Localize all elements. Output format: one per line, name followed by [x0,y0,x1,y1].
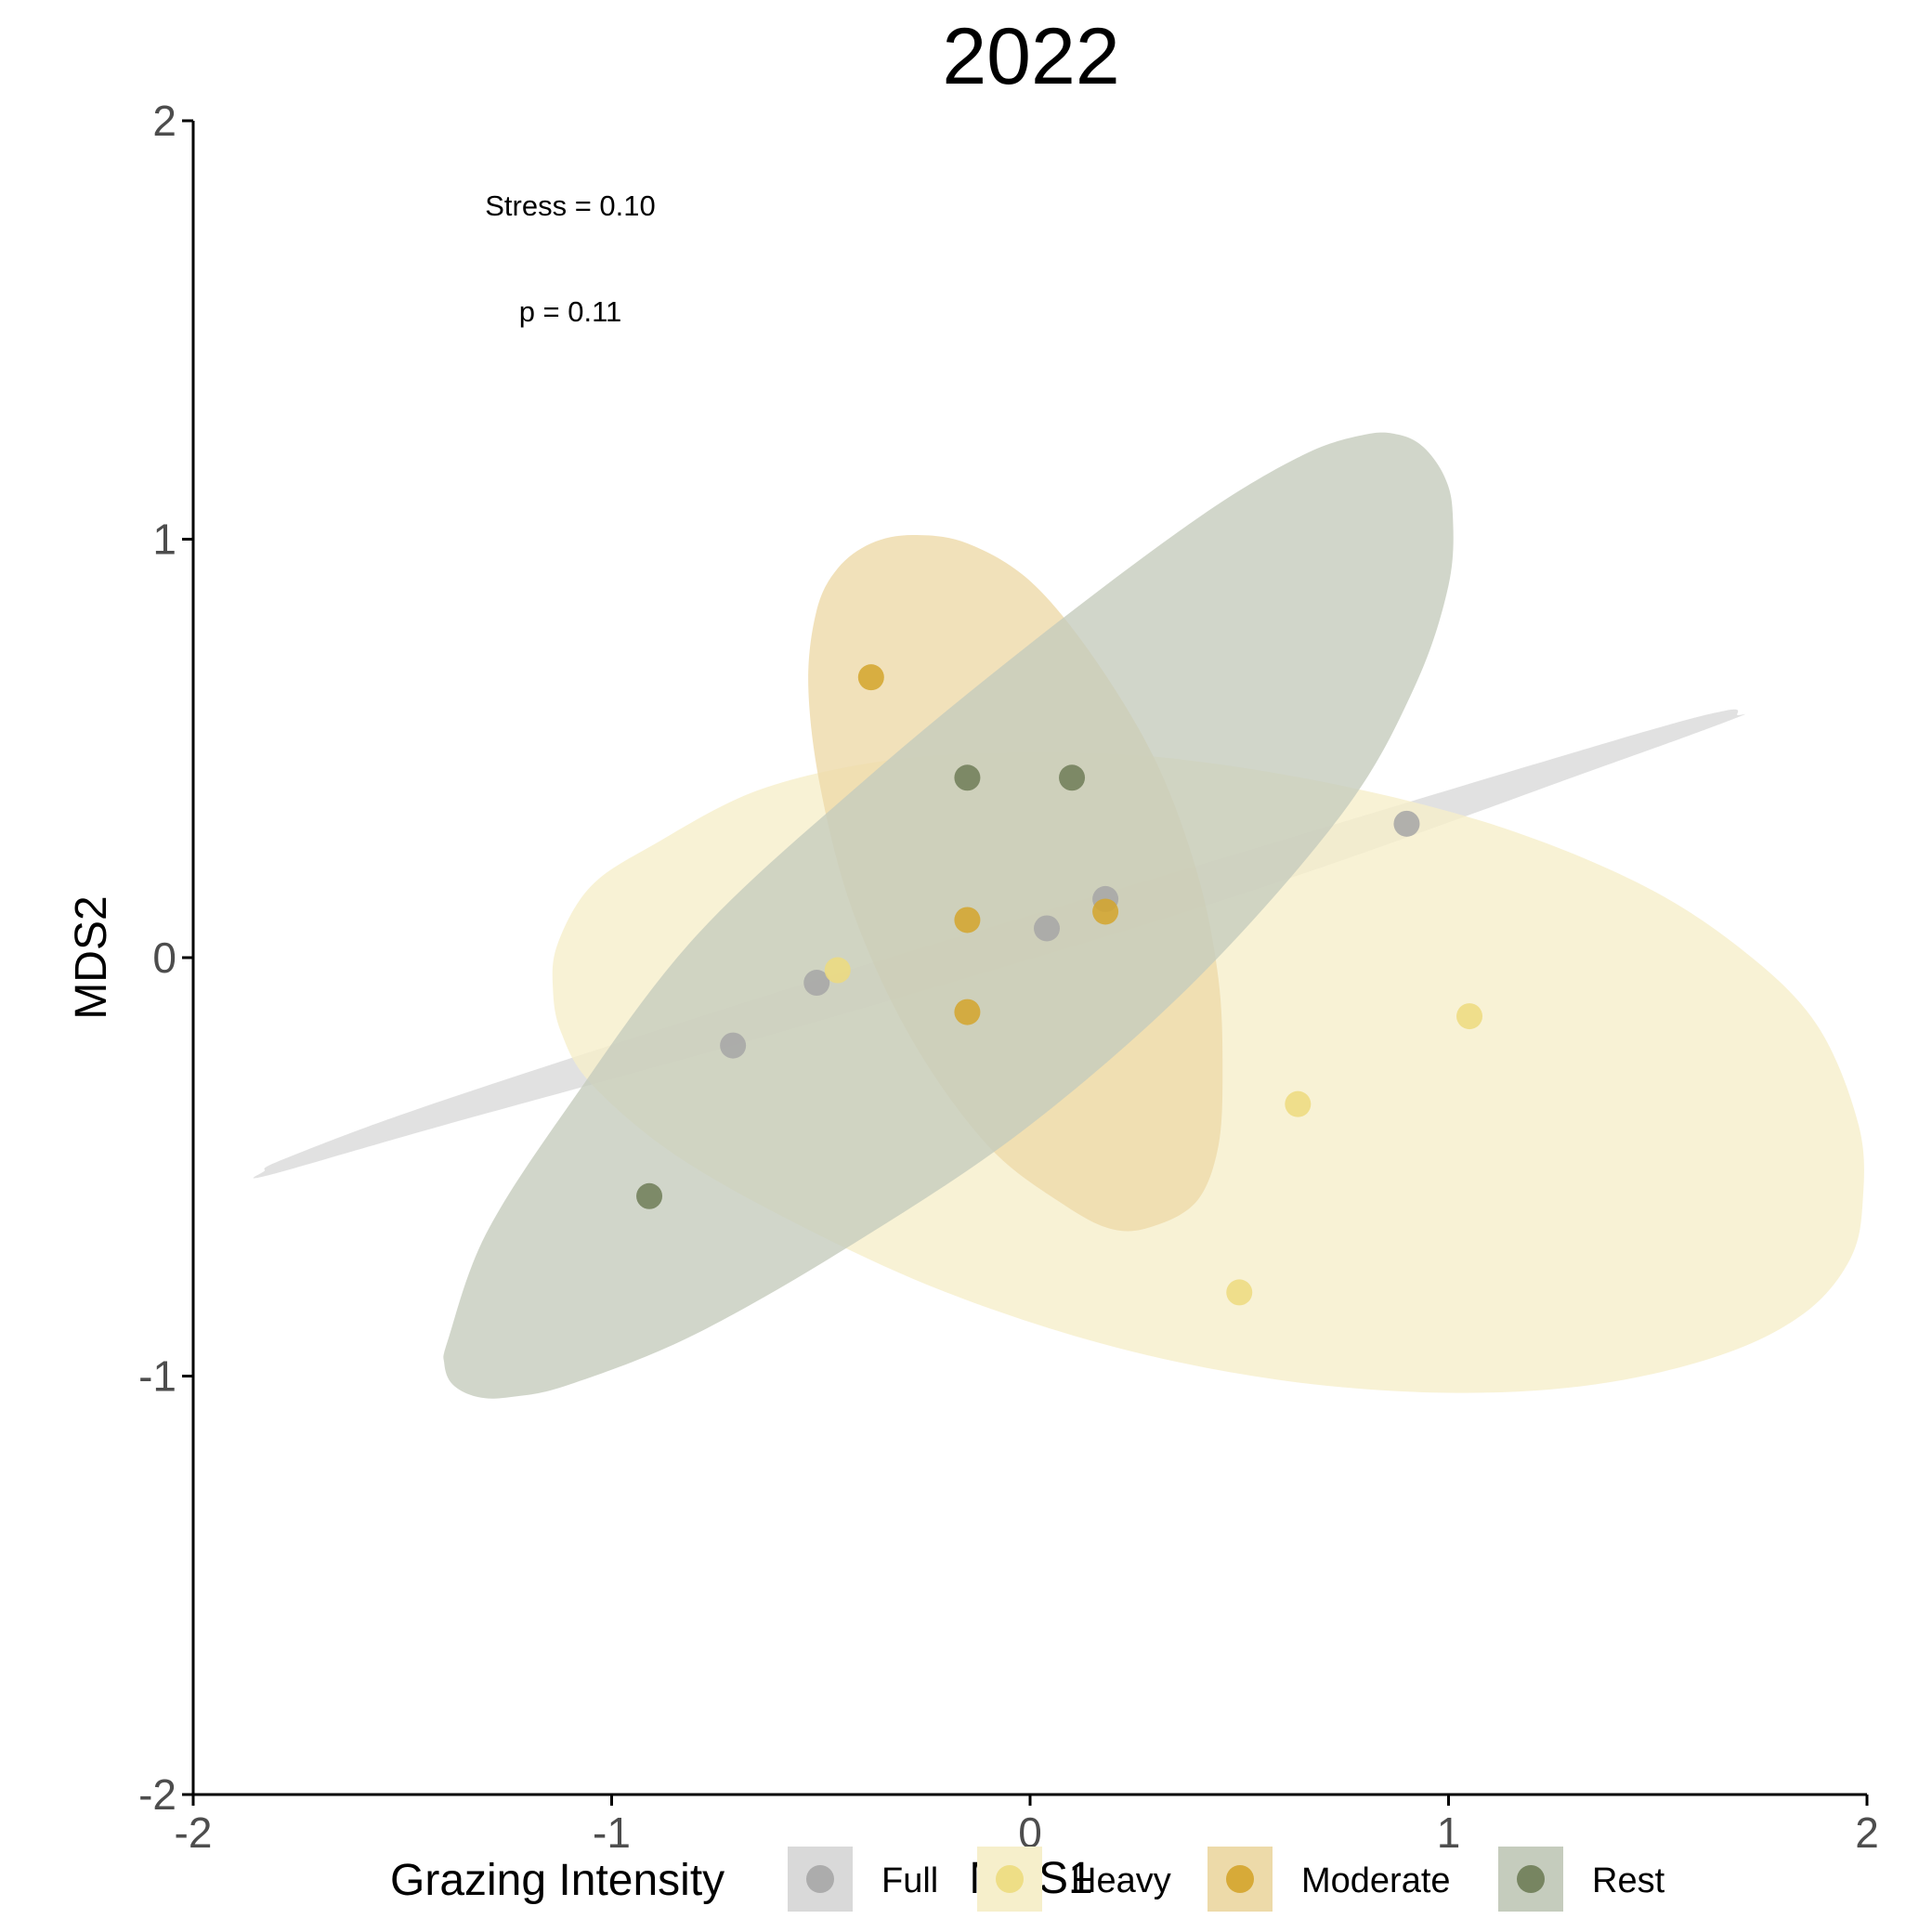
point-moderate-3 [1092,898,1119,925]
y-axis-title: MDS2 [67,895,116,1019]
confidence-ellipses [253,432,1864,1399]
chart-title: 2022 [942,12,1119,101]
point-heavy-1 [1226,1279,1253,1306]
point-rest-0 [636,1182,663,1209]
y-tick-label: 0 [152,933,176,982]
stress-annotation: Stress = 0.10 [485,189,656,222]
legend-label-moderate: Moderate [1301,1861,1451,1900]
legend-dot-rest [1517,1865,1545,1893]
legend-dot-full [806,1865,834,1893]
legend-dot-moderate [1226,1865,1254,1893]
legend: Grazing Intensity Full Heavy Moderate Rest [390,1847,1665,1912]
x-tick-label: -1 [593,1808,631,1857]
legend-title: Grazing Intensity [390,1856,724,1905]
p-value-annotation: p = 0.11 [519,295,622,328]
data-points [636,664,1483,1306]
x-tick-label: 2 [1855,1808,1879,1857]
point-full-0 [720,1032,747,1059]
point-moderate-0 [857,664,884,691]
point-rest-1 [954,764,981,791]
y-tick-label: 1 [152,516,176,564]
x-tick-label: 1 [1437,1808,1461,1857]
point-full-1 [803,970,830,997]
legend-label-heavy: Heavy [1071,1861,1171,1900]
point-moderate-2 [954,999,981,1025]
x-tick-label: -2 [175,1808,213,1857]
legend-label-full: Full [881,1861,938,1900]
point-full-4 [1393,810,1420,837]
y-tick-label: -1 [138,1352,176,1401]
y-tick-label: 2 [152,97,176,145]
point-moderate-1 [954,907,981,933]
point-heavy-3 [1456,1003,1483,1030]
point-rest-2 [1059,764,1086,791]
legend-dot-heavy [996,1865,1024,1893]
y-tick-label: -2 [138,1770,176,1819]
legend-label-rest: Rest [1592,1861,1665,1900]
point-heavy-2 [1285,1090,1312,1117]
point-full-2 [1034,915,1061,942]
point-heavy-0 [824,957,851,984]
ellipse-rest [443,432,1454,1399]
